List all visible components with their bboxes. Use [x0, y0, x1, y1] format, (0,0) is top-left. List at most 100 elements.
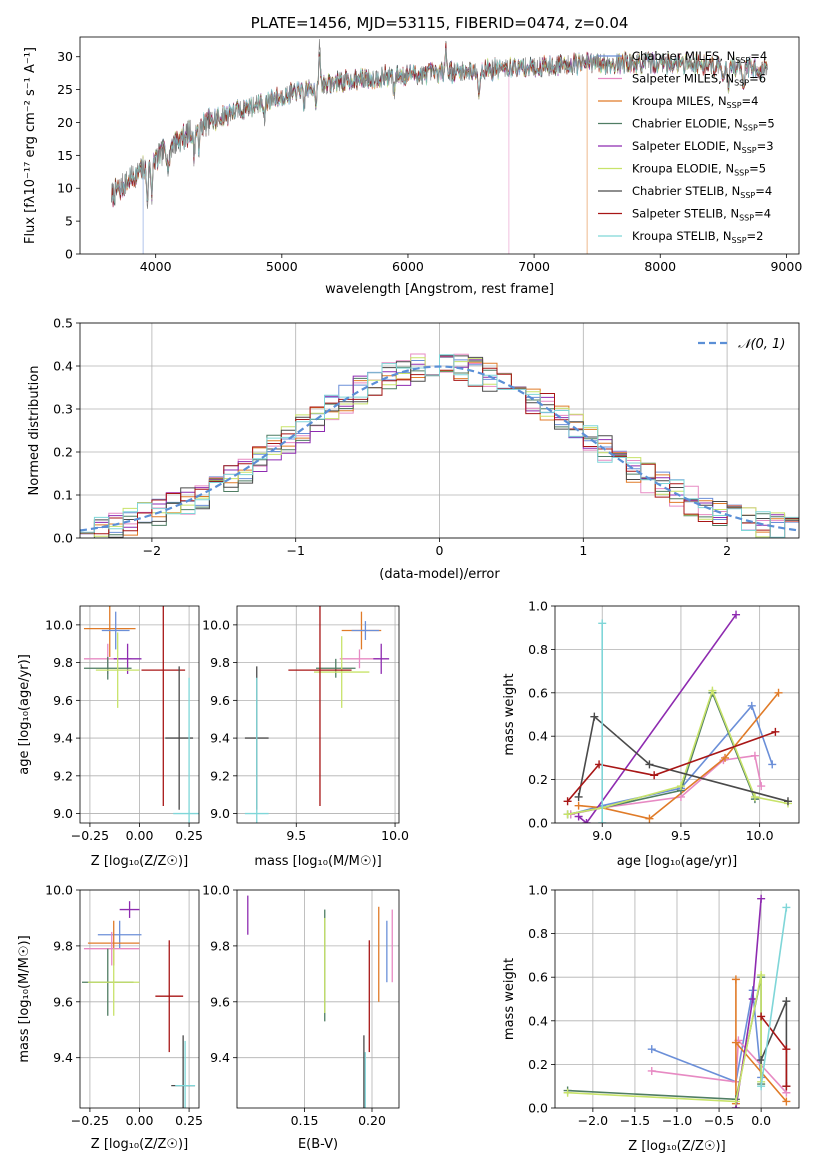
- y-tick-label: 1.0: [528, 599, 548, 614]
- data-point-marker: [647, 1066, 656, 1075]
- data-point-marker: [782, 997, 791, 1006]
- y-tick-label: 25: [57, 82, 73, 97]
- data-point-marker: [574, 801, 583, 810]
- legend-entry-text: Salpeter MILES, N: [632, 72, 734, 86]
- legend-entry-text: Chabrier MILES, N: [632, 49, 735, 63]
- x-tick-label: 10.0: [746, 828, 774, 843]
- x-tick-label: 9000: [770, 259, 802, 274]
- data-point-marker: [782, 1045, 791, 1054]
- data-point-marker: [731, 1097, 740, 1106]
- x-tick-label: −1.0: [662, 1113, 692, 1128]
- axes-frame: [554, 605, 800, 824]
- data-point-marker: [563, 797, 572, 806]
- y-tick-label: 9.6: [53, 994, 73, 1009]
- y-tick-label: 10.0: [45, 883, 73, 898]
- x-tick-label: 0.15: [291, 1113, 319, 1128]
- data-point-marker: [757, 782, 766, 791]
- series-salpeter_miles: [647, 1036, 791, 1097]
- error-bar-chabrier_miles: [101, 611, 130, 650]
- axes-frame: [236, 605, 400, 824]
- y-tick-label: 0.0: [528, 1101, 548, 1116]
- legend-entry-text: Kroupa STELIB, N: [632, 229, 732, 243]
- y-axis-label: Normed distribution: [27, 366, 42, 496]
- weight-series: [563, 610, 792, 823]
- y-tick-label: 9.4: [53, 731, 73, 746]
- data-point-marker: [590, 712, 599, 721]
- legend-entry-subscript: SSP: [740, 191, 755, 200]
- legend-entry-text: Kroupa ELODIE, N: [632, 162, 734, 176]
- x-tick-label: 5000: [266, 259, 298, 274]
- legend-entry-kroupa_stelib: Kroupa STELIB, NSSP=2: [632, 229, 763, 245]
- series-salpeter_stelib: [563, 727, 780, 806]
- y-tick-label: 9.4: [210, 731, 230, 746]
- legend-entry-salpeter_miles: Salpeter MILES, NSSP=6: [632, 72, 766, 88]
- data-point-marker: [757, 1082, 766, 1091]
- chart-title: PLATE=1456, MJD=53115, FIBERID=0474, z=0…: [251, 14, 629, 32]
- legend-entry-text: Chabrier ELODIE, N: [632, 117, 743, 131]
- y-tick-label: 0.2: [528, 1057, 548, 1072]
- x-tick-label: −1.5: [620, 1113, 650, 1128]
- data-point-marker: [757, 1012, 766, 1021]
- x-axis-label: Z [log₁₀(Z/Z☉)]: [628, 1139, 725, 1154]
- x-tick-label: −0.25: [71, 1113, 109, 1128]
- x-tick-label: 0.00: [126, 828, 154, 843]
- y-tick-label: 10.0: [45, 617, 73, 632]
- error-bar-salpeter_stelib: [288, 606, 352, 807]
- legend-entry-subscript: SSP: [727, 101, 742, 110]
- error-bar-chabrier_elodie: [83, 656, 132, 680]
- x-axis-label: mass [log₁₀(M/M☉)]: [254, 854, 381, 869]
- x-tick-label: 6000: [392, 259, 424, 274]
- error-bar-salpeter_stelib: [155, 940, 184, 1053]
- y-tick-label: 0.8: [528, 926, 548, 941]
- x-axis-label: (data-model)/error: [379, 567, 500, 582]
- x-tick-label: 8000: [644, 259, 676, 274]
- legend-entry-subscript: SSP: [732, 236, 747, 245]
- y-tick-label: 9.8: [210, 938, 230, 953]
- series-chabrier_stelib: [574, 712, 792, 806]
- y-tick-label: 9.8: [210, 655, 230, 670]
- y-tick-label: 0.2: [528, 772, 548, 787]
- error-bar-salpeter_elodie: [373, 643, 390, 674]
- legend-entry-subscript: SSP: [734, 169, 749, 178]
- error-bar-salpeter_stelib: [141, 606, 186, 807]
- series-line: [735, 898, 762, 1108]
- data-point-marker: [647, 1045, 656, 1054]
- x-tick-label: 0.00: [126, 1113, 154, 1128]
- x-tick-label: 9.5: [671, 828, 691, 843]
- data-point-marker: [574, 792, 583, 801]
- y-tick-label: 0.6: [528, 970, 548, 985]
- mass-vs-metallicity-panel: −0.25 0.00 0.25 9.4 9.6 9.8 10.0 Z [log₁₀(Z/Z☉)…: [17, 883, 203, 1153]
- spectrum-lines: [111, 38, 768, 254]
- legend-entry-subscript: SSP: [734, 79, 749, 88]
- y-tick-label: 0.6: [528, 685, 548, 700]
- y-tick-label: 10.0: [202, 617, 230, 632]
- error-bar-points: [244, 606, 390, 823]
- axes-frame: [79, 322, 800, 539]
- legend-entry-count: =5: [749, 162, 766, 176]
- data-point-marker: [757, 894, 766, 903]
- axes-frame: [79, 36, 800, 255]
- y-tick-label: 0.2: [53, 445, 73, 460]
- x-axis-label: Z [log₁₀(Z/Z☉)]: [91, 854, 188, 869]
- series-line: [566, 731, 776, 802]
- error-bar-salpeter_elodie: [119, 901, 140, 918]
- x-tick-label: 1: [579, 543, 587, 558]
- legend-entry-subscript: SSP: [739, 214, 754, 223]
- spectrum-panel: 4000 5000 6000 7000 8000 9000 0 5 10 15 20 25 30 wave…: [23, 14, 802, 297]
- data-point-marker: [757, 971, 766, 980]
- legend-entry-text: Salpeter STELIB, N: [632, 207, 739, 221]
- residual-histogram-panel: −2 −1 0 1 2 0.0 0.1 0.2 0.3 0.4 0.5 (data-model)/er…: [27, 316, 800, 582]
- model-spectrum-kroupa_stelib: [111, 47, 768, 203]
- error-bar-chabrier_miles: [351, 621, 380, 640]
- legend-entry-count: =4: [755, 184, 772, 198]
- histogram-kroupa_stelib: [80, 354, 799, 538]
- x-tick-label: 4000: [140, 259, 172, 274]
- error-bar-kroupa_elodie: [314, 636, 370, 708]
- legend-entry-subscript: SSP: [735, 56, 750, 65]
- series-line: [567, 974, 762, 1103]
- data-point-marker: [721, 753, 730, 762]
- y-tick-label: 0.5: [53, 316, 73, 331]
- y-tick-label: 9.8: [53, 655, 73, 670]
